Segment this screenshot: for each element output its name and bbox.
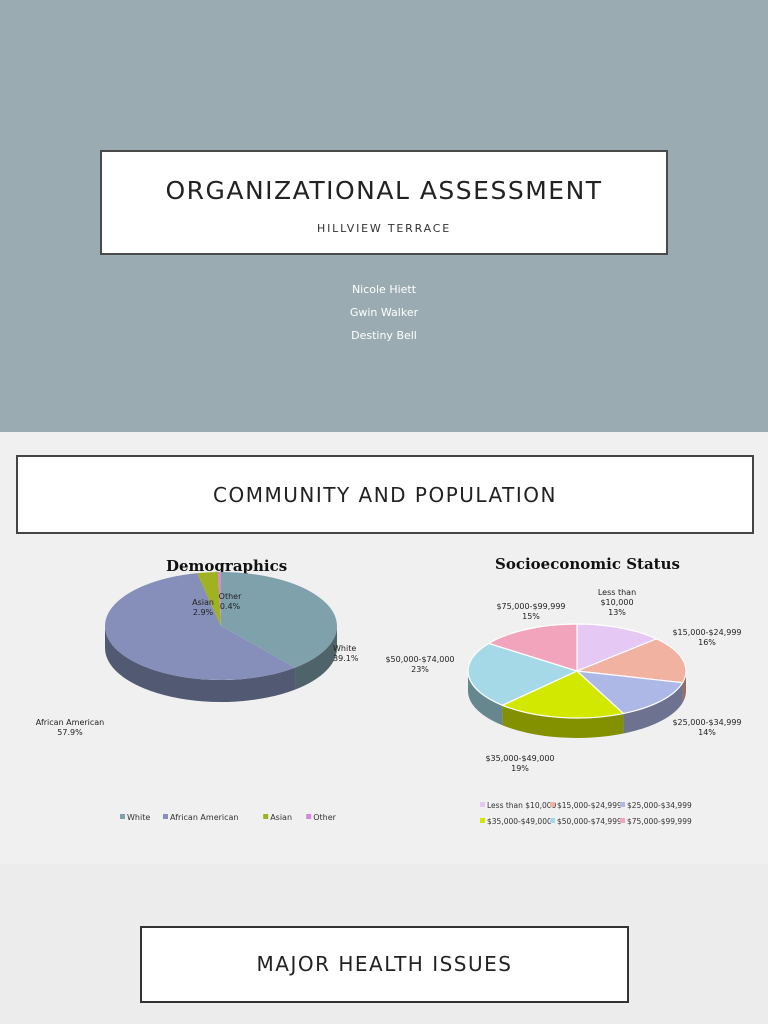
pie-side-1-3 <box>502 705 624 738</box>
pie-side-0-0 <box>295 626 337 690</box>
legend-label-1: African American <box>170 813 239 822</box>
legend2-label-4: $50,000-$74,999 <box>557 817 622 826</box>
pie-slice-1-5 <box>487 623 578 672</box>
pie-slice-0-3 <box>218 572 221 626</box>
demographics-chart-title: Demographics <box>166 557 288 575</box>
health-issues-slide: MAJOR HEALTH ISSUES <box>0 866 768 1024</box>
legend2-label-3: $35,000-$49,000 <box>487 817 552 826</box>
socioeconomic-chart-title: Socioeconomic Status <box>495 555 680 573</box>
section-title: COMMUNITY AND POPULATION <box>213 483 557 507</box>
data-label-income-2: $25,000-$34,999 14% <box>672 718 741 737</box>
legend-label-3: Other <box>313 813 336 822</box>
legend2-swatch-4 <box>550 818 555 823</box>
legend2-swatch-1 <box>550 802 555 807</box>
author-name: Destiny Bell <box>351 329 417 342</box>
pie-side-1-4 <box>468 671 503 726</box>
presentation-subtitle: HILLVIEW TERRACE <box>317 222 451 235</box>
title-slide: ORGANIZATIONAL ASSESSMENT HILLVIEW TERRA… <box>0 0 768 432</box>
legend2-label-2: $25,000-$34,999 <box>627 801 692 810</box>
presentation-title: ORGANIZATIONAL ASSESSMENT <box>165 176 603 205</box>
pie-slice-0-0 <box>221 572 337 668</box>
pie-side-1-1 <box>682 671 686 703</box>
pie-slice-1-0 <box>576 623 658 672</box>
legend2-swatch-3 <box>480 818 485 823</box>
section-title-box: COMMUNITY AND POPULATION <box>16 455 754 534</box>
data-label-income-5: $75,000-$99,999 15% <box>496 602 565 621</box>
legend2-label-1: $15,000-$24,999 <box>557 801 622 810</box>
legend2-swatch-0 <box>480 802 485 807</box>
data-label-income-3: $35,000-$49,000 19% <box>485 754 554 773</box>
data-label-asian: Asian 2.9% <box>192 598 214 617</box>
pie-slice-1-3 <box>500 670 625 719</box>
legend-label-2: Asian <box>270 813 292 822</box>
pie-slice-1-2 <box>575 670 684 715</box>
section-title: MAJOR HEALTH ISSUES <box>256 952 513 976</box>
pie-slice-1-4 <box>467 642 579 706</box>
section-title-box: MAJOR HEALTH ISSUES <box>140 926 629 1003</box>
legend-swatch-3 <box>306 814 312 819</box>
author-list: Nicole Hiett Gwin Walker Destiny Bell <box>0 278 768 347</box>
legend2-label-5: $75,000-$99,999 <box>627 817 692 826</box>
charts-canvas: White 39.1% African American 57.9% Asian 2.9%… <box>36 572 742 826</box>
legend2-swatch-2 <box>620 802 625 807</box>
data-label-income-4: $50,000-$74,000 23% <box>385 655 454 674</box>
author-name: Nicole Hiett <box>351 283 417 296</box>
pie-slice-0-2 <box>197 572 221 626</box>
legend2-label-0: Less than $10,000 <box>487 801 557 810</box>
data-label-income-0: Less than $10,000 13% <box>598 588 636 617</box>
legend-swatch-2 <box>263 814 269 819</box>
pie-side-0-1 <box>104 626 296 702</box>
legend-swatch-0 <box>120 814 125 819</box>
legend2-swatch-5 <box>620 818 625 823</box>
author-name: Gwin Walker <box>349 306 419 319</box>
legend-label-0: White <box>127 813 150 822</box>
pie-slice-1-1 <box>576 638 687 684</box>
pie-side-1-2 <box>623 682 683 734</box>
legend-swatch-1 <box>163 814 168 819</box>
pie-slice-0-1 <box>104 573 296 681</box>
title-box: ORGANIZATIONAL ASSESSMENT HILLVIEW TERRA… <box>100 150 668 255</box>
data-label-african-american: African American 57.9% <box>36 718 105 737</box>
data-label-other: Other 0.4% <box>219 592 242 611</box>
data-label-white: White 39.1% <box>333 644 359 663</box>
community-slide: COMMUNITY AND POPULATION Demographics So… <box>0 432 768 864</box>
data-label-income-1: $15,000-$24,999 16% <box>672 628 741 647</box>
